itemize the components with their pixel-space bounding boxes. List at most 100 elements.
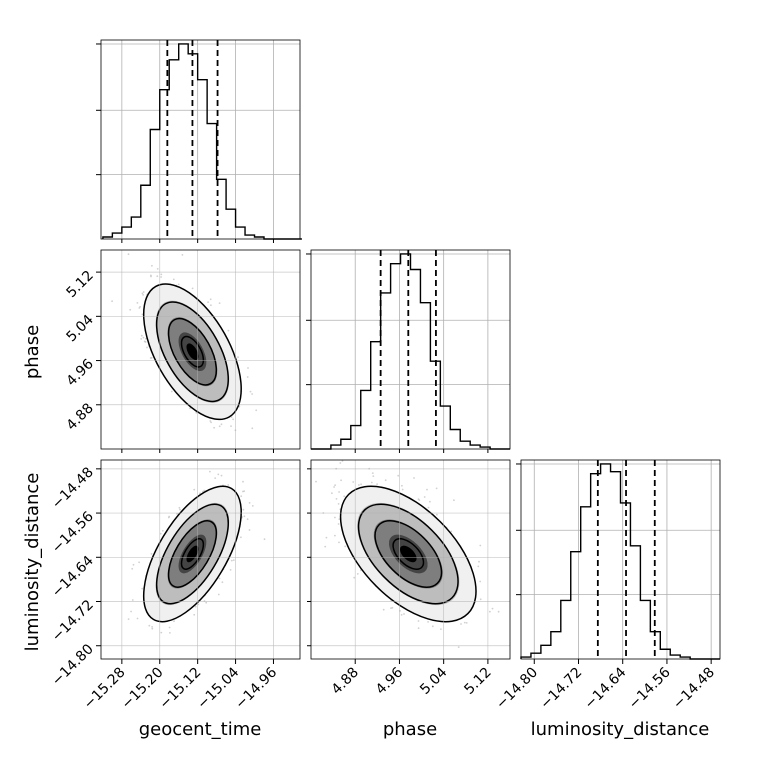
scatter-point bbox=[356, 573, 359, 575]
scatter-point bbox=[156, 268, 159, 270]
scatter-point bbox=[334, 484, 336, 487]
y-tick-label: 4.96 bbox=[63, 356, 96, 389]
scatter-point bbox=[140, 334, 143, 337]
scatter-point bbox=[343, 495, 346, 498]
scatter-point bbox=[142, 294, 145, 296]
scatter-point bbox=[423, 496, 426, 498]
scatter-point bbox=[142, 336, 145, 339]
scatter-point bbox=[255, 409, 258, 412]
scatter-point bbox=[401, 484, 403, 487]
contour-line bbox=[155, 503, 230, 605]
contour-line bbox=[392, 538, 425, 570]
x-tick-label: 4.88 bbox=[329, 665, 362, 698]
scatter-point bbox=[403, 613, 405, 615]
contour-line bbox=[180, 335, 205, 368]
scatter-point bbox=[177, 283, 180, 286]
scatter-point bbox=[340, 479, 342, 482]
scatter-point bbox=[144, 341, 147, 343]
scatter-point bbox=[413, 477, 415, 479]
scatter-point bbox=[400, 614, 403, 616]
scatter-point bbox=[263, 538, 266, 541]
scatter-point bbox=[172, 278, 175, 281]
hist-step bbox=[102, 43, 302, 240]
axes-frame bbox=[100, 459, 301, 660]
scatter-point bbox=[193, 613, 196, 616]
scatter-point bbox=[214, 477, 217, 479]
scatter-point bbox=[160, 273, 163, 276]
scatter-point bbox=[463, 621, 466, 624]
y-tick-label: 5.04 bbox=[63, 312, 96, 345]
scatter-point bbox=[237, 356, 239, 358]
scatter-point bbox=[141, 292, 144, 295]
x-tick-label: 4.96 bbox=[373, 664, 406, 697]
contour-line bbox=[339, 485, 477, 623]
scatter-point bbox=[220, 423, 223, 426]
y-tick-label: 4.88 bbox=[63, 400, 96, 433]
density-fill bbox=[399, 545, 417, 563]
axes-frame bbox=[310, 249, 511, 450]
scatter-point bbox=[333, 486, 335, 488]
hist-panel-geocent-time bbox=[96, 39, 302, 240]
scatter-point bbox=[205, 601, 208, 604]
scatter-point bbox=[210, 304, 212, 307]
scatter-point bbox=[139, 305, 142, 308]
scatter-point bbox=[199, 492, 201, 495]
scatter-point bbox=[150, 275, 152, 278]
scatter-point bbox=[478, 560, 480, 563]
hist-step bbox=[520, 463, 720, 660]
scatter-point bbox=[337, 503, 340, 505]
scatter-point bbox=[325, 536, 328, 539]
scatter-point bbox=[335, 498, 338, 500]
y-tick-label: −14.72 bbox=[49, 597, 97, 645]
scatter-point bbox=[209, 298, 212, 301]
scatter-point bbox=[151, 626, 154, 628]
axes-frame bbox=[100, 249, 301, 450]
scatter-point bbox=[150, 553, 153, 555]
scatter-point bbox=[150, 356, 153, 359]
scatter-point bbox=[209, 470, 211, 473]
scatter-point bbox=[360, 483, 362, 486]
contour-line bbox=[167, 520, 218, 588]
scatter-point bbox=[370, 481, 373, 484]
xlabel-geocent-time: geocent_time bbox=[139, 719, 262, 740]
density-fill bbox=[186, 343, 199, 361]
scatter-point bbox=[143, 340, 146, 343]
hist-panel-luminosity-distance bbox=[516, 459, 721, 660]
contour-line bbox=[155, 301, 230, 403]
scatter-point bbox=[233, 455, 235, 457]
scatter-point bbox=[247, 367, 249, 369]
scatter-point bbox=[207, 301, 210, 303]
x-tick-label: −14.80 bbox=[493, 665, 541, 713]
scatter-point bbox=[221, 581, 224, 584]
scatter-point bbox=[246, 518, 249, 521]
scatter-point bbox=[344, 545, 347, 548]
scatter-point bbox=[131, 567, 134, 570]
panel-content bbox=[101, 455, 300, 659]
scatter-point bbox=[230, 425, 232, 427]
scatter-point bbox=[251, 505, 254, 507]
scatter-point bbox=[150, 274, 152, 277]
ylabel-phase: phase bbox=[22, 325, 43, 379]
joint-panel-geocent-time-phase bbox=[100, 231, 301, 457]
scatter-point bbox=[418, 499, 421, 501]
scatter-point bbox=[249, 390, 252, 393]
ylabel-luminosity-distance: luminosity_distance bbox=[22, 473, 43, 652]
scatter-point bbox=[136, 617, 139, 620]
axes-frame bbox=[520, 459, 721, 660]
scatter-point bbox=[440, 628, 442, 630]
scatter-point bbox=[338, 491, 340, 493]
scatter-point bbox=[224, 455, 226, 457]
scatter-point bbox=[168, 626, 171, 629]
scatter-point bbox=[161, 231, 163, 233]
scatter-point bbox=[371, 472, 374, 474]
scatter-point bbox=[248, 529, 251, 531]
scatter-point bbox=[334, 516, 336, 519]
scatter-point bbox=[477, 565, 480, 568]
scatter-point bbox=[130, 610, 133, 613]
scatter-point bbox=[240, 495, 243, 498]
scatter-point bbox=[248, 502, 251, 504]
scatter-point bbox=[391, 606, 394, 609]
scatter-point bbox=[227, 484, 230, 486]
scatter-point bbox=[218, 302, 221, 304]
scatter-point bbox=[435, 487, 438, 490]
